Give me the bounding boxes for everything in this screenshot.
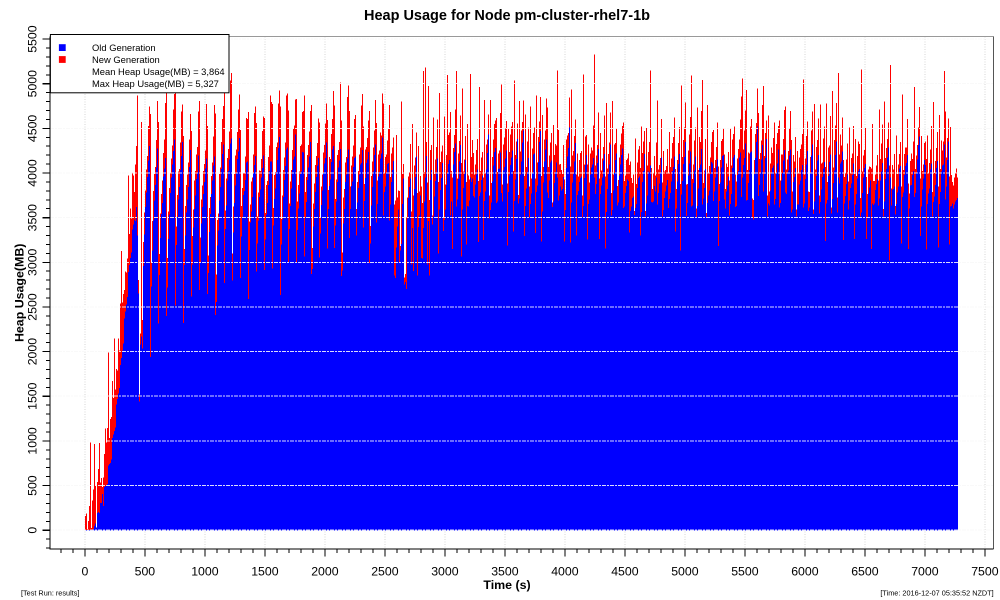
svg-text:Mean Heap Usage(MB) = 3,864: Mean Heap Usage(MB) = 3,864 <box>92 66 225 77</box>
svg-text:1500: 1500 <box>26 382 40 410</box>
svg-text:500: 500 <box>135 565 156 579</box>
svg-text:3000: 3000 <box>431 565 459 579</box>
svg-text:3500: 3500 <box>26 204 40 232</box>
svg-text:1500: 1500 <box>251 565 279 579</box>
svg-text:5500: 5500 <box>26 25 40 53</box>
svg-text:7000: 7000 <box>911 565 939 579</box>
svg-text:Max Heap Usage(MB) = 5,327: Max Heap Usage(MB) = 5,327 <box>92 78 219 89</box>
svg-text:[Test Run: results]: [Test Run: results] <box>21 589 79 598</box>
svg-text:500: 500 <box>26 475 40 496</box>
svg-text:3000: 3000 <box>26 248 40 276</box>
svg-text:6500: 6500 <box>851 565 879 579</box>
svg-text:Time (s): Time (s) <box>483 578 530 592</box>
svg-text:7500: 7500 <box>971 565 999 579</box>
svg-text:Heap Usage(MB): Heap Usage(MB) <box>13 244 27 342</box>
svg-text:2500: 2500 <box>26 293 40 321</box>
svg-text:4500: 4500 <box>611 565 639 579</box>
svg-text:2500: 2500 <box>371 565 399 579</box>
svg-text:3500: 3500 <box>491 565 519 579</box>
svg-text:0: 0 <box>81 565 88 579</box>
svg-text:Heap Usage for Node pm-cluster: Heap Usage for Node pm-cluster-rhel7-1b <box>364 8 650 24</box>
svg-text:1000: 1000 <box>191 565 219 579</box>
svg-text:6000: 6000 <box>791 565 819 579</box>
svg-text:New Generation: New Generation <box>92 54 160 65</box>
svg-text:4000: 4000 <box>551 565 579 579</box>
svg-text:0: 0 <box>26 527 40 534</box>
svg-text:2000: 2000 <box>311 565 339 579</box>
svg-text:4500: 4500 <box>26 115 40 143</box>
svg-text:5000: 5000 <box>671 565 699 579</box>
svg-text:5000: 5000 <box>26 70 40 98</box>
svg-text:5500: 5500 <box>731 565 759 579</box>
svg-text:[Time: 2016-12-07 05:35:52 NZD: [Time: 2016-12-07 05:35:52 NZDT] <box>880 589 993 598</box>
svg-text:2000: 2000 <box>26 338 40 366</box>
svg-text:1000: 1000 <box>26 427 40 455</box>
svg-text:4000: 4000 <box>26 159 40 187</box>
svg-text:Old Generation: Old Generation <box>92 42 156 53</box>
